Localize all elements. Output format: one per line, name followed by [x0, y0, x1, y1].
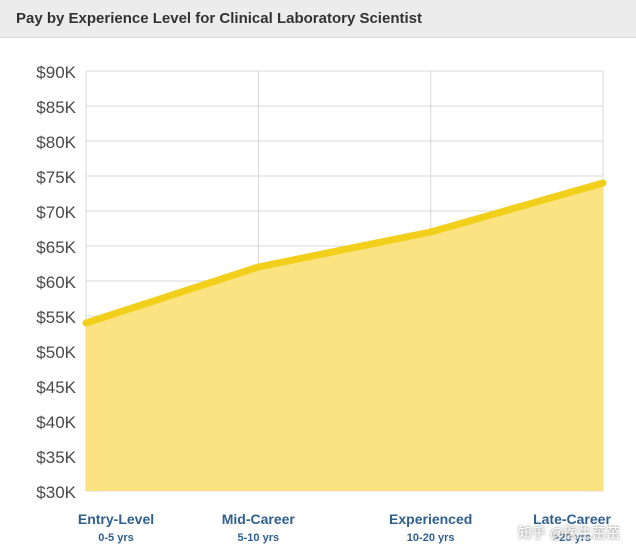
y-tick-label: $30K: [36, 483, 76, 502]
x-category-range: 10-20 yrs: [407, 532, 455, 544]
y-tick-label: $90K: [36, 63, 76, 82]
x-category-label: Experienced: [389, 511, 472, 527]
y-tick-label: $45K: [36, 378, 76, 397]
data-point: [428, 230, 433, 234]
y-tick-label: $55K: [36, 308, 76, 327]
watermark-text: 知乎 @医生茁茁: [517, 525, 620, 541]
chart-title: Pay by Experience Level for Clinical Lab…: [16, 10, 422, 27]
series-area: [86, 183, 603, 491]
y-tick-label: $60K: [36, 273, 76, 292]
y-tick-label: $85K: [36, 98, 76, 117]
y-tick-label: $80K: [36, 133, 76, 152]
y-tick-label: $75K: [36, 168, 76, 187]
data-point: [601, 181, 605, 185]
x-category-range: >20 yrs: [553, 532, 591, 544]
x-category-label: Late-Career: [533, 511, 611, 527]
x-category-range: 0-5 yrs: [98, 532, 133, 544]
y-tick-label: $35K: [36, 448, 76, 467]
x-category-range: 5-10 yrs: [238, 532, 280, 544]
chart-header: Pay by Experience Level for Clinical Lab…: [0, 0, 636, 38]
y-tick-label: $40K: [36, 413, 76, 432]
y-tick-label: $70K: [36, 203, 76, 222]
data-point: [256, 265, 261, 269]
y-tick-label: $50K: [36, 343, 76, 362]
x-category-label: Mid-Career: [222, 511, 296, 527]
area-chart: $30K $35K $40K $45K $50K $55K $60K $65K $70K $75K…: [36, 63, 611, 544]
series-line: [82, 179, 607, 327]
x-category-label: Entry-Level: [78, 511, 154, 527]
data-point: [84, 321, 88, 325]
y-tick-label: $65K: [36, 238, 76, 257]
